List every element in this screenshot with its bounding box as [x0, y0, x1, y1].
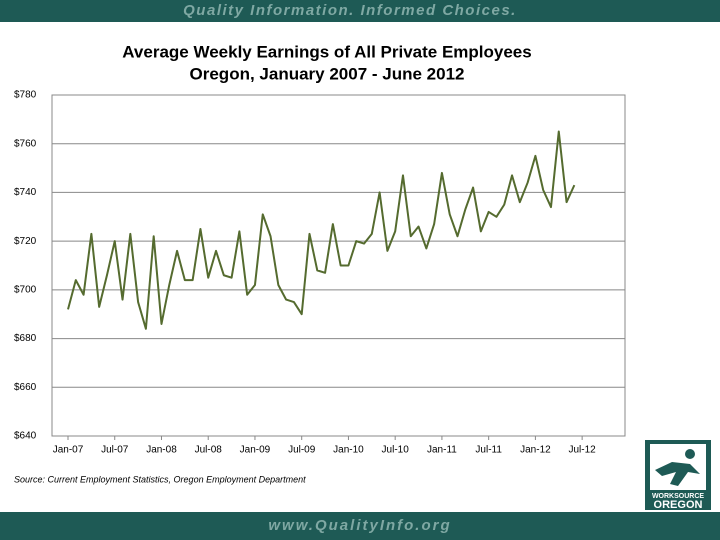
- banner-text: Quality Information. Informed Choices.: [183, 2, 517, 19]
- x-tick-label: Jul-11: [475, 445, 502, 456]
- x-tick-label: Jan-07: [53, 445, 84, 456]
- y-tick-label: $740: [14, 187, 37, 198]
- y-tick-label: $760: [14, 138, 37, 149]
- y-tick-label: $780: [14, 90, 37, 101]
- x-tick-label: Jan-11: [427, 445, 457, 456]
- y-tick-label: $660: [14, 382, 37, 393]
- plot-area: [51, 94, 626, 437]
- logo-head: [685, 449, 695, 459]
- chart-title: Average Weekly Earnings of All Private E…: [122, 42, 531, 61]
- chart-subtitle: Oregon, January 2007 - June 2012: [190, 64, 465, 83]
- x-tick-label: Jan-12: [520, 445, 551, 456]
- footer-text: www.QualityInfo.org: [268, 517, 451, 534]
- y-tick-label: $680: [14, 333, 37, 344]
- x-tick-label: Jul-07: [101, 445, 129, 456]
- logo-text: WORKSOURCE: [652, 493, 704, 500]
- logo-text: OREGON: [654, 499, 703, 511]
- y-tick-label: $700: [14, 284, 37, 295]
- x-tick-label: Jan-10: [333, 445, 364, 456]
- logo-figure: [655, 462, 700, 486]
- x-tick-label: Jul-08: [195, 445, 223, 456]
- x-tick-label: Jul-10: [382, 445, 410, 456]
- x-tick-label: Jul-09: [288, 445, 316, 456]
- top-banner: [0, 0, 720, 22]
- data-line: [67, 130, 576, 330]
- source-note: Source: Current Employment Statistics, O…: [14, 474, 306, 484]
- x-tick-label: Jul-12: [569, 445, 597, 456]
- x-tick-label: Jan-08: [146, 445, 177, 456]
- x-tick-label: Jan-09: [240, 445, 271, 456]
- bottom-banner: [0, 512, 720, 540]
- y-tick-label: $720: [14, 236, 37, 247]
- y-tick-label: $640: [14, 431, 37, 442]
